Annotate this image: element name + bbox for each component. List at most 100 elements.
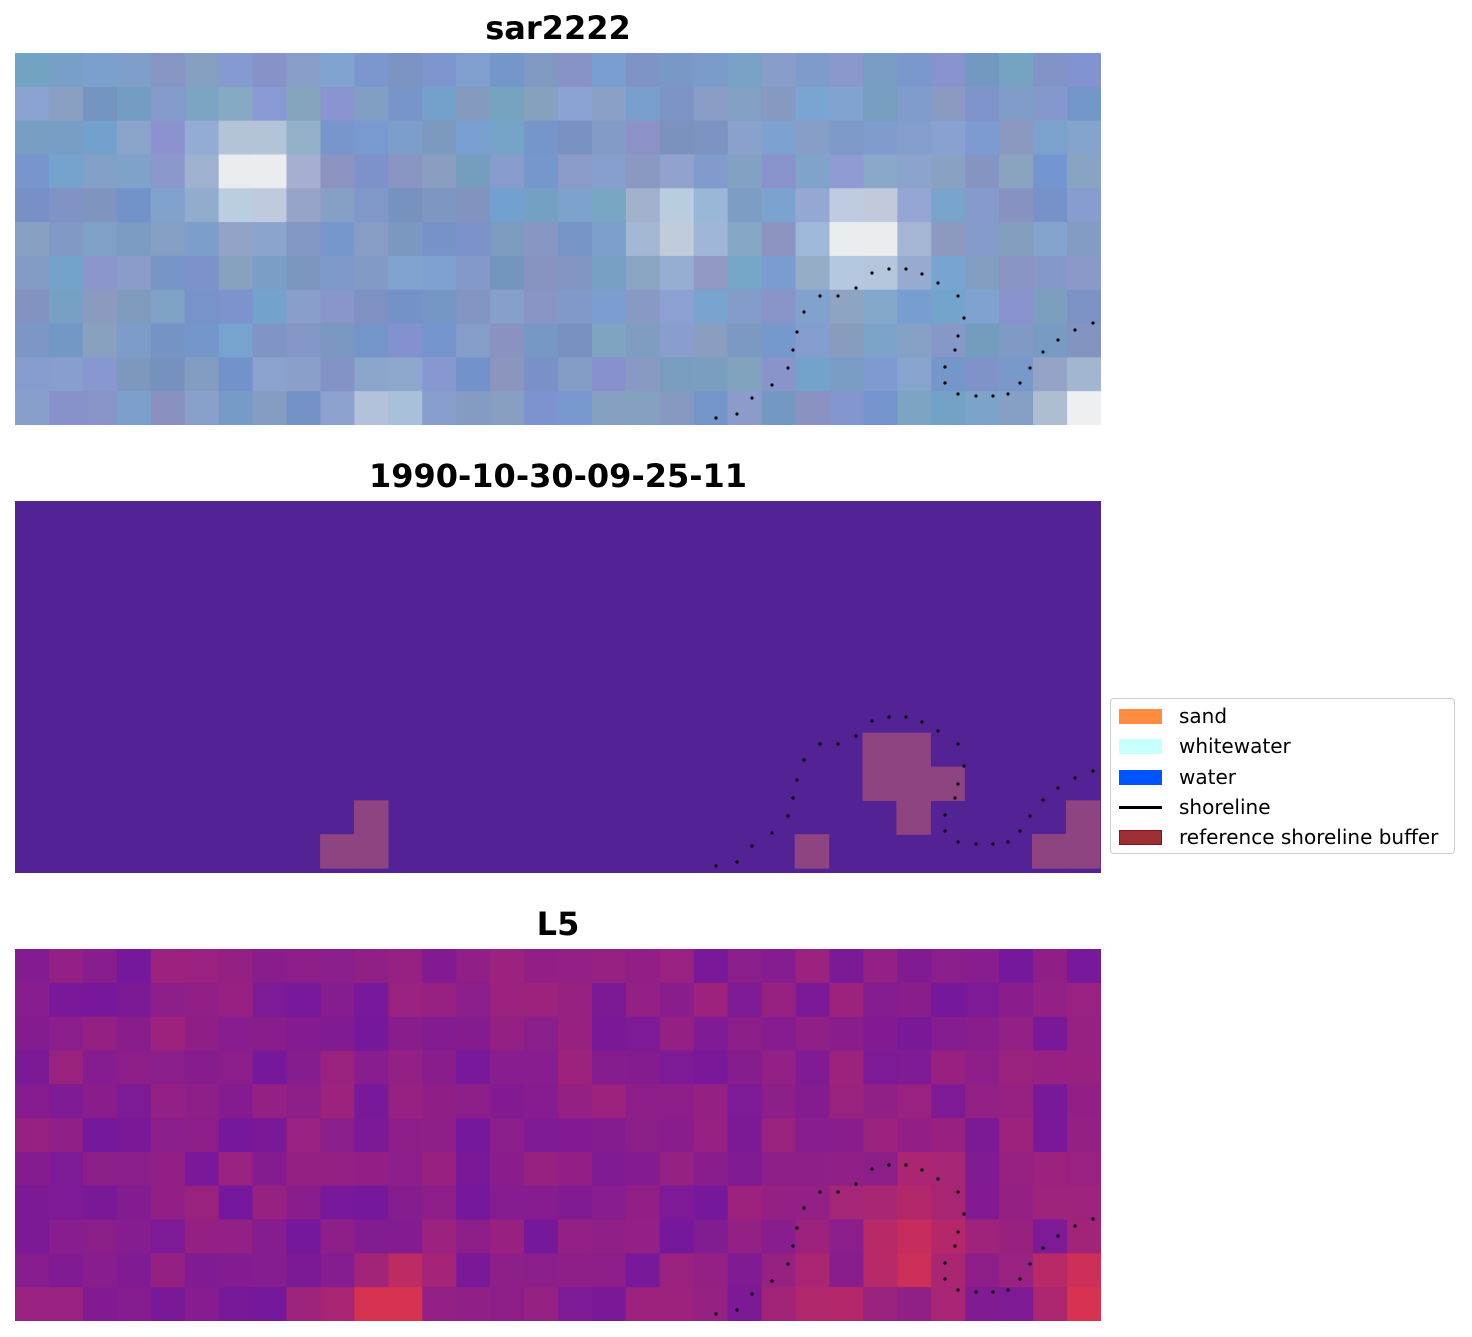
image-pixel (218, 222, 254, 257)
image-pixel (659, 1050, 695, 1085)
legend-item-buffer: reference shoreline buffer (1119, 825, 1438, 849)
image-pixel (184, 949, 220, 984)
image-pixel (82, 1016, 118, 1052)
image-pixel (727, 289, 763, 325)
image-pixel (558, 391, 593, 425)
image-pixel (320, 949, 355, 984)
image-pixel (727, 1287, 763, 1321)
image-pixel (693, 391, 729, 425)
image-pixel (184, 323, 220, 358)
image-pixel (795, 982, 831, 1018)
legend-label: shoreline (1179, 795, 1271, 819)
image-pixel (591, 1219, 627, 1254)
image-pixel (999, 949, 1034, 984)
image-pixel (659, 154, 695, 189)
image-pixel (761, 222, 797, 257)
image-pixel (965, 1185, 1000, 1221)
image-pixel (48, 1253, 84, 1288)
image-pixel (218, 120, 254, 156)
image-pixel (897, 222, 932, 257)
image-pixel (150, 1050, 186, 1085)
image-pixel (693, 86, 729, 122)
image-pixel (184, 1084, 220, 1119)
image-pixel (490, 1118, 525, 1153)
image-pixel (931, 86, 966, 122)
shoreline-point (795, 1226, 799, 1230)
shoreline-point (943, 1277, 947, 1281)
classified-image-panel (15, 501, 1101, 873)
image-pixel (286, 323, 322, 358)
image-pixel (388, 982, 423, 1018)
image-pixel (693, 255, 729, 291)
image-pixel (320, 357, 355, 392)
image-pixel (591, 154, 627, 189)
image-pixel (897, 982, 932, 1018)
image-pixel (829, 188, 865, 223)
shoreline-point (836, 1190, 840, 1194)
image-pixel (422, 289, 457, 325)
image-pixel (795, 222, 831, 257)
image-pixel (184, 222, 220, 257)
shoreline-point (1073, 776, 1077, 780)
shoreline-point (974, 1290, 978, 1294)
image-pixel (354, 949, 389, 984)
image-pixel (252, 188, 288, 223)
legend-label: whitewater (1179, 734, 1291, 758)
shoreline-point (795, 778, 799, 782)
shoreline-point (1028, 1262, 1032, 1266)
image-pixel (558, 1219, 593, 1254)
shoreline-point (735, 1308, 739, 1312)
image-pixel (625, 1151, 661, 1187)
image-pixel (150, 357, 186, 392)
shoreline-point (1056, 1234, 1060, 1238)
image-pixel (931, 154, 966, 189)
image-pixel (761, 1151, 797, 1187)
shoreline-line-swatch (1119, 805, 1162, 809)
index-image-panel (15, 949, 1101, 1321)
image-pixel (150, 1016, 186, 1052)
image-pixel (354, 222, 389, 257)
image-pixel (48, 1185, 84, 1221)
image-pixel (490, 1050, 525, 1085)
shoreline-point (956, 1190, 960, 1194)
image-pixel (286, 1016, 322, 1052)
shoreline-point (904, 1163, 908, 1167)
image-pixel (524, 1151, 559, 1187)
image-pixel (82, 1185, 118, 1221)
image-pixel (863, 982, 898, 1018)
image-pixel (693, 53, 729, 88)
image-pixel (659, 86, 695, 122)
shoreline-point (1091, 1217, 1095, 1221)
image-pixel (625, 53, 661, 88)
shoreline-point (956, 1288, 960, 1292)
image-pixel (184, 255, 220, 291)
image-pixel (693, 982, 729, 1018)
image-pixel (354, 357, 389, 392)
image-pixel (625, 222, 661, 257)
image-pixel (659, 1084, 695, 1119)
image-pixel (82, 1050, 118, 1085)
shoreline-point (1056, 338, 1060, 342)
shoreline-point (953, 1244, 957, 1248)
shoreline-point (1018, 381, 1022, 385)
image-pixel (48, 188, 84, 223)
image-pixel (1033, 1084, 1068, 1119)
image-pixel (320, 323, 355, 358)
image-pixel (558, 982, 593, 1018)
image-pixel (659, 120, 695, 156)
image-pixel (286, 982, 322, 1018)
panel-title-sar2222: sar2222 (485, 9, 631, 47)
image-pixel (558, 188, 593, 223)
image-pixel (218, 982, 254, 1018)
shoreline-point (735, 860, 739, 864)
image-pixel (625, 289, 661, 325)
image-pixel (490, 1084, 525, 1119)
legend-item-sand: sand (1119, 704, 1227, 728)
image-pixel (761, 1118, 797, 1153)
image-pixel (1033, 1016, 1068, 1052)
image-pixel (490, 255, 525, 291)
image-pixel (931, 1050, 966, 1085)
shoreline-point (714, 416, 718, 420)
image-pixel (286, 391, 322, 425)
image-pixel (354, 154, 389, 189)
